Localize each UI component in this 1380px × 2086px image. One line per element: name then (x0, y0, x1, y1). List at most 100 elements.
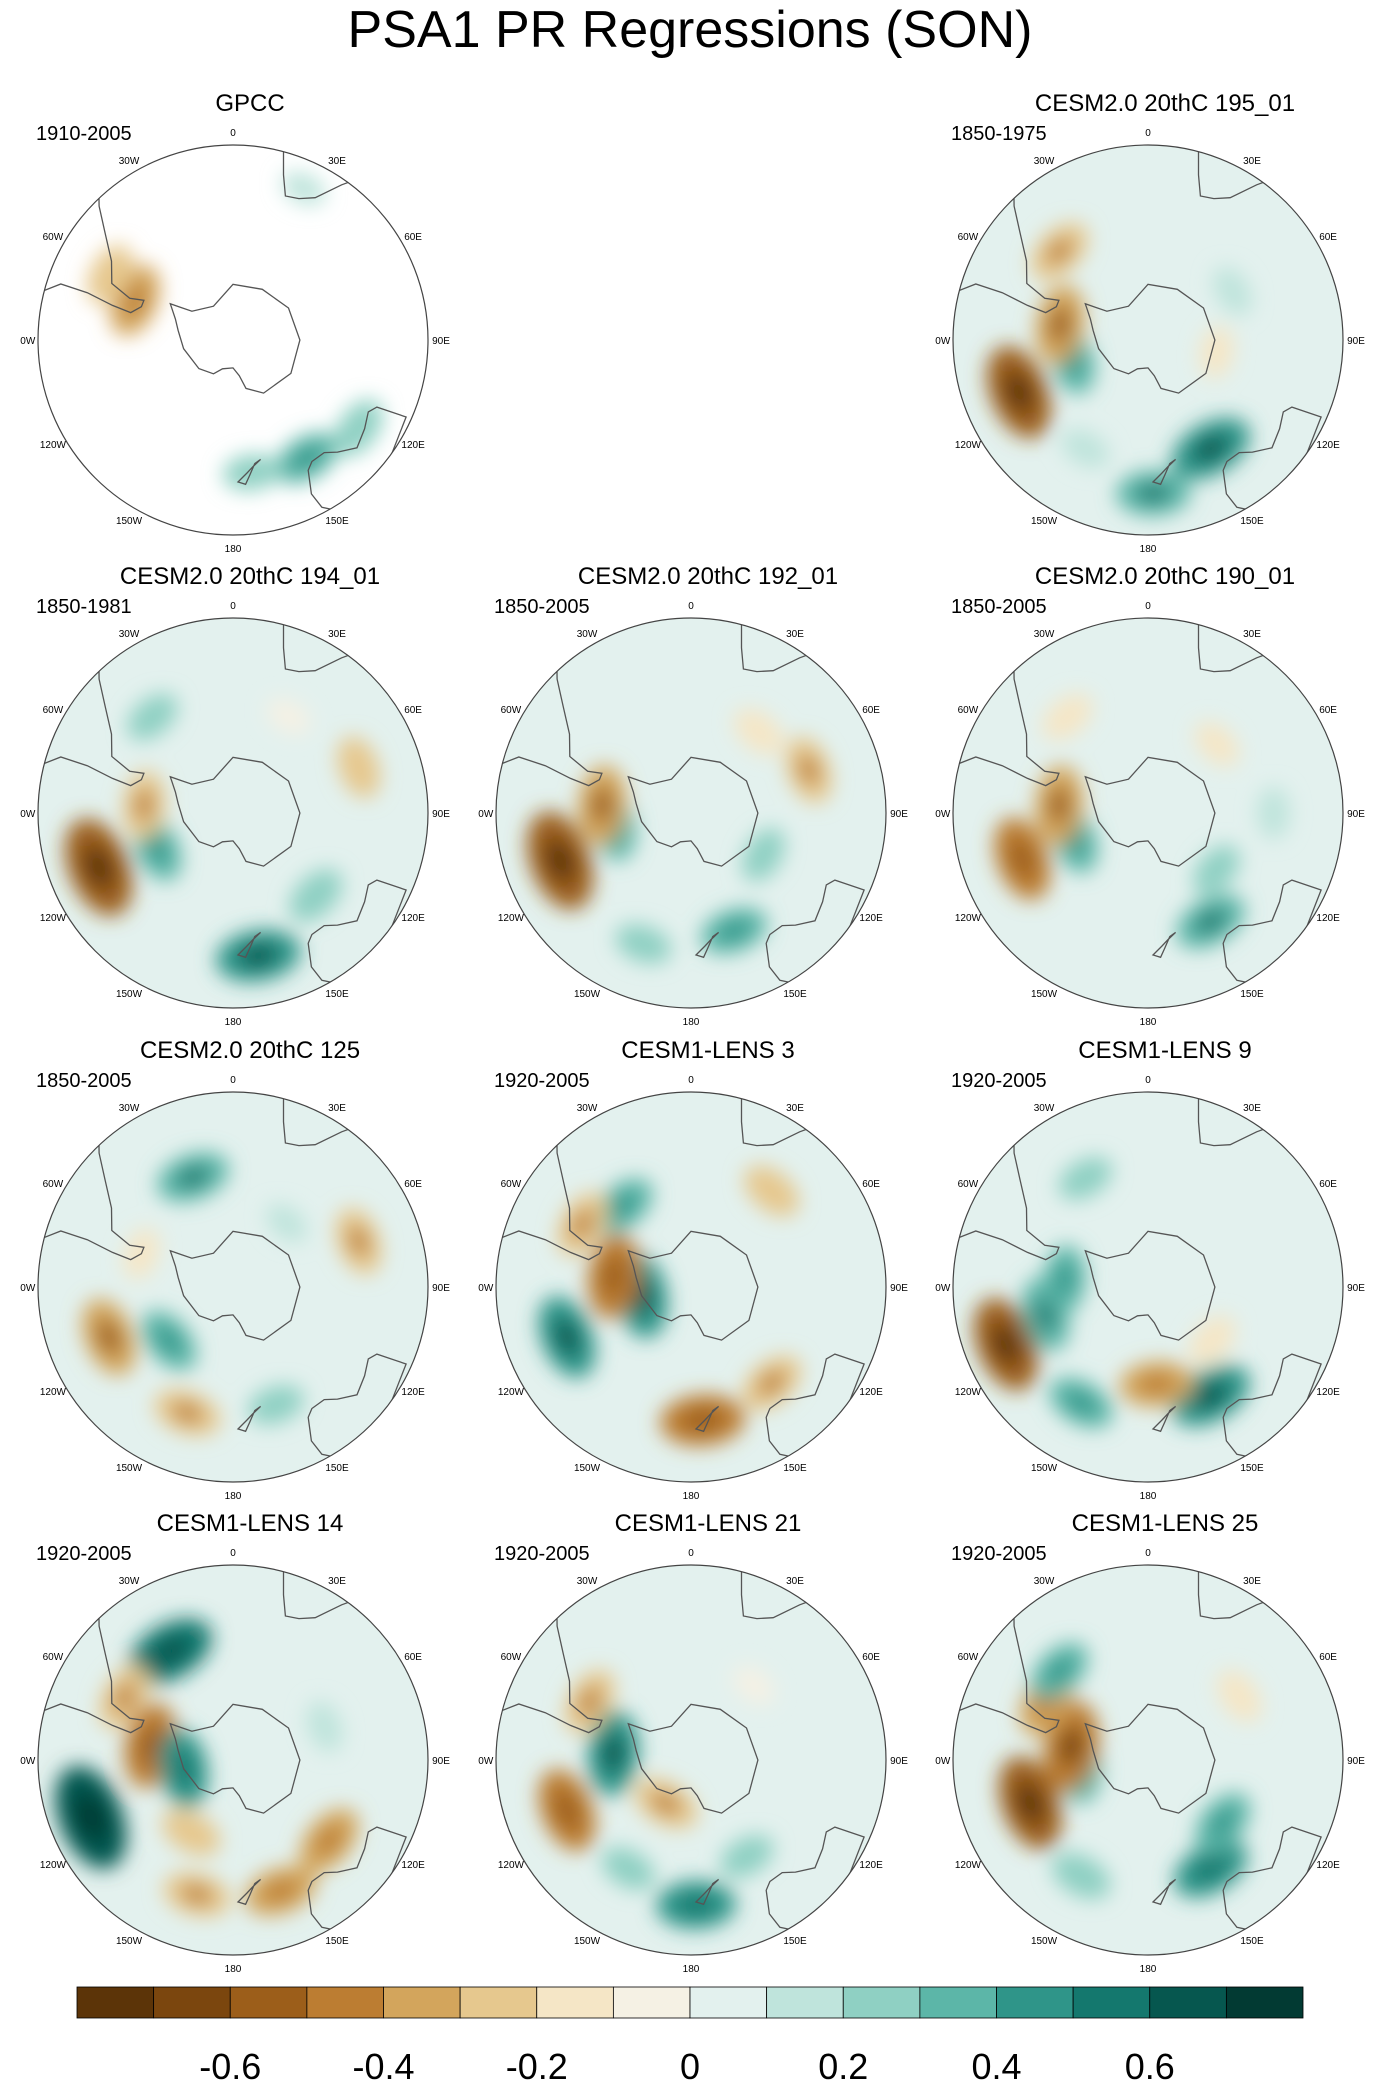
regression-blob (733, 708, 785, 756)
map-boundary (495, 617, 887, 1009)
longitude-label: 60E (404, 1179, 422, 1190)
regression-blob (161, 1809, 221, 1856)
coastline (627, 756, 759, 867)
longitude-label: 30W (1034, 1576, 1055, 1587)
longitude-label: 150E (1240, 989, 1264, 1000)
longitude-label: 0 (1145, 128, 1151, 139)
longitude-label: 90E (1347, 336, 1365, 347)
polar-map: 0 30E 60E 90E 120E 150E 180 150W 120W 90W 60W 30W (935, 1075, 1365, 1502)
regression-blob-core (1193, 1381, 1229, 1410)
panel-title: CESM1-LENS 14 (156, 1510, 344, 1537)
longitude-label: 180 (225, 1017, 242, 1028)
colorbar-tick-label: 0.4 (971, 2046, 1021, 2086)
longitude-label: 60W (43, 705, 64, 716)
regression-blob-core (176, 1166, 210, 1189)
longitude-label: 150W (1031, 1463, 1058, 1474)
coastline (953, 1126, 1060, 1261)
panel-title: CESM1-LENS 9 (1078, 1037, 1252, 1064)
longitude-label: 90W (935, 336, 951, 347)
longitude-label: 180 (1140, 544, 1157, 555)
panel-period: 1850-2005 (951, 596, 1047, 618)
longitude-label: 30W (1034, 156, 1055, 167)
longitude-label: 120W (955, 1387, 982, 1398)
panel-title: CESM1-LENS 3 (621, 1037, 795, 1064)
longitude-label: 120E (401, 1860, 425, 1871)
map-boundary (37, 1564, 429, 1956)
colorbar-tick-label: 0.2 (818, 2046, 868, 2086)
longitude-label: 150E (783, 989, 807, 1000)
coastline (169, 1230, 301, 1341)
longitude-label: 180 (683, 1491, 700, 1502)
map-panel: 0 30E 60E 90E 120E 150E 180 150W 120W 90W 60W 30W GP… (20, 90, 460, 560)
longitude-label: 30E (786, 629, 804, 640)
longitude-label: 60W (501, 1179, 522, 1190)
longitude-label: 60E (862, 1179, 880, 1190)
longitude-label: 60W (501, 1652, 522, 1663)
longitude-label: 60W (958, 1652, 979, 1663)
colorbar: -0.6 -0.4 -0.2 0 0.2 0.4 0.6 (76, 1986, 1304, 2086)
panel-title: CESM2.0 20thC 190_01 (1034, 563, 1296, 590)
map-panel: 0 30E 60E 90E 120E 150E 180 150W 120W 90W 60W 30W CE… (478, 1510, 918, 1980)
polar-map: 0 30E 60E 90E 120E 150E 180 150W 120W 90W 60W 30W (935, 1548, 1365, 1975)
coastline (1151, 931, 1177, 959)
polar-map: 0 30E 60E 90E 120E 150E 180 150W 120W 90W 60W 30W (20, 1075, 450, 1502)
polar-map: 0 30E 60E 90E 120E 150E 180 150W 120W 90W 60W 30W (20, 601, 450, 1028)
regression-blob (1256, 786, 1290, 840)
longitude-label: 0 (688, 1548, 694, 1559)
panel-period: 1920-2005 (494, 1070, 590, 1092)
longitude-label: 90W (478, 1756, 494, 1767)
coastline (236, 458, 262, 486)
regression-blob-core (1049, 306, 1072, 343)
regression-blob-core (683, 1408, 722, 1432)
map-boundary (37, 617, 429, 1009)
longitude-label: 60W (43, 1179, 64, 1190)
colorbar-swatch (536, 1986, 614, 2019)
regression-blob-core (181, 1884, 213, 1905)
regression-blob-core (292, 446, 321, 470)
longitude-label: 120W (40, 440, 67, 451)
coastline (953, 1599, 1060, 1734)
longitude-label: 90E (1347, 1283, 1365, 1294)
longitude-label: 30E (786, 1103, 804, 1114)
longitude-label: 120W (40, 1387, 67, 1398)
map-boundary (952, 617, 1344, 1009)
longitude-label: 90E (890, 809, 908, 820)
longitude-label: 120E (401, 440, 425, 451)
longitude-label: 120E (1316, 913, 1340, 924)
longitude-label: 30W (119, 1576, 140, 1587)
regression-blob (1194, 722, 1239, 767)
regression-blob-core (1009, 840, 1035, 878)
longitude-label: 120E (1316, 1387, 1340, 1398)
coastline (38, 1599, 145, 1734)
coastline (1084, 1230, 1216, 1341)
longitude-label: 120W (40, 1860, 67, 1871)
regression-blob-core (602, 1256, 626, 1296)
colorbar-swatch (1225, 1986, 1304, 2019)
regression-blob (601, 1847, 655, 1890)
colorbar-swatch (1149, 1986, 1227, 2019)
longitude-label: 60E (404, 705, 422, 716)
regression-blob-core (601, 1733, 625, 1773)
longitude-label: 90W (478, 809, 494, 820)
colorbar-swatch (153, 1986, 231, 2019)
colorbar-swatch (1072, 1986, 1151, 2019)
colorbar-tick-label: -0.2 (506, 2046, 568, 2086)
longitude-label: 0 (1145, 1075, 1151, 1086)
regression-blob-core (113, 1683, 136, 1712)
longitude-label: 150E (325, 1463, 349, 1474)
polar-map: 0 30E 60E 90E 120E 150E 180 150W 120W 90W 60W 30W (935, 128, 1365, 555)
longitude-label: 0 (230, 128, 236, 139)
longitude-label: 30W (1034, 1103, 1055, 1114)
longitude-label: 90E (890, 1756, 908, 1767)
map-boundary (952, 1564, 1344, 1956)
longitude-label: 30E (328, 1576, 346, 1587)
longitude-label: 180 (1140, 1491, 1157, 1502)
colorbar-tick-label: 0 (680, 2046, 700, 2086)
longitude-label: 150W (116, 989, 143, 1000)
colorbar-swatch (689, 1986, 768, 2019)
regression-blob-core (1210, 1809, 1235, 1836)
longitude-label: 120W (498, 1860, 525, 1871)
regression-blob (1058, 1157, 1112, 1200)
coastline (953, 179, 1060, 314)
longitude-label: 150E (783, 1936, 807, 1947)
